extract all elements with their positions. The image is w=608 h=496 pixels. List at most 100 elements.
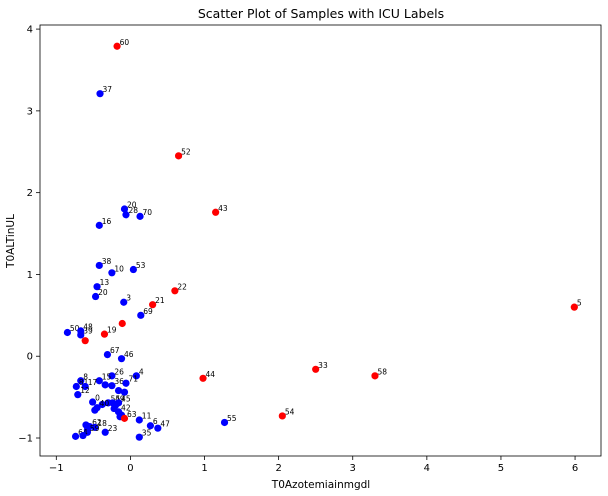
y-tick-label: −1 [18,434,33,445]
icu-point [171,287,179,295]
non-icu-point [108,372,116,380]
x-tick-label: 4 [424,463,430,474]
point-label: 47 [160,420,170,429]
non-icu-point [114,386,123,395]
non-icu-point [120,205,129,213]
point-label: 16 [102,217,112,226]
non-icu-point [79,431,87,440]
point-label: 23 [108,424,118,433]
non-icu-point [77,331,85,339]
point-label: 6 [153,417,158,426]
non-icu-point [81,382,89,391]
non-icu-point [146,422,155,430]
x-tick-label: 5 [498,463,504,474]
non-icu-point [95,221,103,229]
icu-point [212,208,220,216]
point-label: 43 [218,204,228,213]
non-icu-point [108,269,116,277]
point-label: 12 [80,386,90,395]
point-label: 15 [102,372,112,381]
point-label: 4 [139,367,144,376]
x-tick-label: 2 [275,463,281,474]
non-icu-point [108,382,116,390]
x-tick-label: 1 [201,463,207,474]
point-label: 35 [142,429,152,438]
point-label: 11 [142,412,152,421]
point-label: 55 [111,394,121,403]
point-label: 26 [114,367,124,376]
non-icu-point [120,388,129,396]
point-label: 54 [285,407,295,416]
point-label: 19 [107,326,117,335]
non-icu-point [72,382,80,391]
point-label: 46 [124,350,134,359]
point-label: 45 [121,394,131,403]
point-label: 20 [127,201,137,210]
icu-point [113,42,121,50]
non-icu-point [93,283,101,291]
plot-frame [39,24,602,457]
non-icu-point [135,416,143,424]
x-axis-label: T0Azotemiainmgdl [271,479,370,491]
point-label: 17 [88,378,98,387]
non-icu-point [103,350,112,359]
icu-point [120,414,129,422]
non-icu-point [220,418,229,427]
point-label: 60 [120,38,130,47]
point-label: 18 [97,419,107,428]
y-axis-label: T0ALTinUL [5,214,17,269]
point-label: 40 [100,399,110,408]
non-icu-point [95,261,103,270]
point-label: 62 [92,418,102,427]
icu-point [118,319,126,328]
y-tick-label: 1 [27,270,33,281]
non-icu-point [129,265,137,274]
non-icu-point [96,90,104,98]
point-label: 36 [114,377,124,386]
non-icu-point [101,428,109,436]
y-tick-label: 2 [27,188,33,199]
x-tick-label: 3 [350,463,356,474]
point-label: 70 [143,208,153,217]
chart-title: Scatter Plot of Samples with ICU Labels [198,6,444,21]
y-tick-label: 3 [27,106,33,117]
icu-point [371,372,379,380]
point-label: 0 [95,394,100,403]
non-icu-point [117,355,126,363]
point-label: 58 [377,367,387,376]
non-icu-point [77,377,85,385]
point-label: 38 [102,257,112,266]
point-label: 21 [155,296,165,305]
y-tick-label: 4 [27,25,33,36]
point-label: 49 [115,394,125,403]
non-icu-point [91,423,99,431]
point-label: 37 [103,85,113,94]
point-label: 28 [128,206,138,215]
non-icu-point [95,377,103,385]
non-icu-point [135,433,143,441]
point-label: 53 [136,261,146,270]
non-icu-point [154,424,162,432]
point-label: 44 [206,370,216,379]
non-icu-point [98,400,106,409]
point-label: 22 [177,282,187,291]
x-tick-label: 6 [572,463,578,474]
icu-point [312,365,320,373]
point-label: 10 [114,264,124,273]
icu-point [81,337,89,345]
point-label: 42 [121,403,131,412]
point-label: 5 [577,299,582,308]
icu-point [100,330,109,338]
point-label: 39 [83,326,93,335]
point-label: 52 [181,147,191,156]
x-tick-label: 0 [127,463,133,474]
non-icu-point [120,298,128,306]
non-icu-point [122,211,130,219]
point-label: 13 [100,278,110,287]
icu-point [149,301,157,309]
point-label: 59 [90,424,100,433]
non-icu-point [74,391,82,399]
point-label: 71 [128,375,138,384]
non-icu-point [89,398,97,406]
non-icu-point [136,212,144,220]
